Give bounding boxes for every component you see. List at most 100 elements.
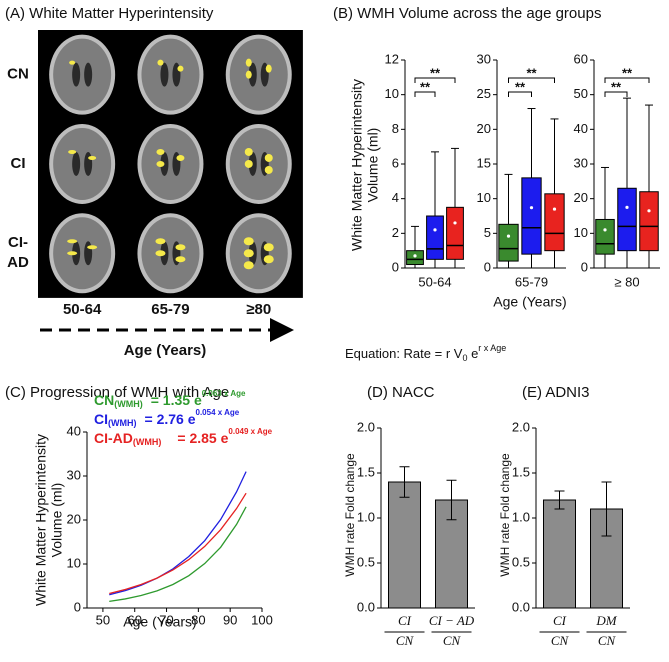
y-tick-label: 0.5	[512, 554, 530, 569]
box	[639, 191, 659, 252]
box	[446, 206, 464, 260]
wmh-lesion	[156, 160, 165, 167]
mri-brain	[53, 217, 112, 290]
significance-label: **	[622, 65, 633, 80]
equation-part: (WMH)	[133, 437, 162, 447]
y-tick-label: 0.0	[357, 599, 375, 614]
y-axis-label: WMH rate Fold change	[343, 453, 357, 577]
equation: Equation: Rate = r V0 er x Age	[345, 343, 506, 363]
equation-annotation: CI-AD(WMH) = 2.85 e0.049 x Age	[94, 427, 273, 447]
significance-label: **	[420, 79, 431, 94]
box	[617, 187, 637, 252]
y-tick-label: 0	[74, 599, 81, 614]
wmh-lesion	[157, 59, 164, 66]
y-tick-label: 10	[385, 86, 399, 101]
wmh-lesion	[263, 255, 274, 264]
mean	[529, 206, 534, 210]
mri-brain	[141, 217, 200, 290]
y-tick-label: 25	[477, 86, 491, 101]
box	[544, 193, 565, 252]
equation-annotation: CN(WMH) = 1.35 e0.063 x Age	[94, 389, 246, 409]
wmh-lesion	[264, 153, 273, 162]
equation-part: 0.049 x Age	[228, 427, 272, 436]
mri-ventricle	[84, 151, 93, 176]
equation-part: CN	[94, 392, 114, 408]
x-tick-denominator: CN	[443, 633, 462, 648]
panel-title: (C) Progression of WMH with Age	[5, 384, 229, 401]
y-tick-label: 20	[477, 121, 491, 136]
x-tick-numerator: CI	[398, 613, 412, 628]
equation-part: (WMH)	[114, 399, 143, 409]
y-tick-label: 1.5	[357, 464, 375, 479]
error-bar	[554, 490, 565, 510]
mri-ventricle	[160, 62, 169, 87]
y-axis-label: WMH rate Fold change	[498, 453, 512, 577]
significance-label: **	[430, 65, 441, 80]
y-tick-label: 0	[484, 259, 491, 274]
y-tick-label: 20	[574, 190, 588, 205]
y-tick-label: 8	[392, 121, 399, 136]
significance-bracket	[414, 77, 456, 83]
mri-ventricle	[248, 62, 257, 87]
wmh-lesion	[244, 147, 253, 156]
mri-ventricle	[84, 241, 93, 266]
row-label: CI-	[8, 234, 28, 251]
row-label: AD	[7, 254, 29, 271]
column-label: 50-64	[63, 301, 102, 318]
y-tick-label: 10	[477, 190, 491, 205]
box	[498, 223, 519, 262]
wmh-lesion	[177, 65, 184, 72]
error-bar	[446, 479, 457, 521]
x-tick-label: 90	[223, 612, 237, 627]
panel-title: (B) WMH Volume across the age groups	[333, 5, 601, 22]
mean	[552, 207, 557, 211]
wmh-lesion	[87, 245, 98, 250]
y-tick-label: 20	[67, 511, 81, 526]
y-axis-label: Volume (ml)	[49, 483, 65, 558]
mean	[413, 254, 417, 258]
mri-ventricle	[72, 62, 81, 87]
equation-text: Equation: Rate = r V	[345, 346, 463, 361]
error-bar	[601, 481, 612, 537]
wmh-lesion	[155, 238, 166, 245]
wmh-lesion	[67, 251, 78, 256]
panel-title: (A) White Matter Hyperintensity	[5, 5, 214, 22]
y-tick-label: 0.5	[357, 554, 375, 569]
y-tick-label: 12	[385, 51, 399, 66]
equation-part: = 2.76 e	[145, 411, 196, 427]
significance-label: **	[611, 79, 622, 94]
mri-brain	[229, 127, 288, 200]
y-tick-label: 2	[392, 225, 399, 240]
y-tick-label: 60	[574, 51, 588, 66]
y-tick-label: 6	[392, 155, 399, 170]
wmh-lesion	[175, 244, 186, 251]
wmh-lesion	[88, 155, 97, 160]
equation-annotation: CI(WMH) = 2.76 e0.054 x Age	[94, 408, 240, 428]
wmh-lesion	[68, 149, 77, 154]
wmh-lesion	[243, 249, 254, 258]
wmh-lesion	[69, 60, 76, 65]
mri-brain	[53, 127, 112, 200]
x-tick-label: 70	[159, 612, 173, 627]
y-tick-label: 2.0	[512, 419, 530, 434]
x-tick-label: 50	[96, 612, 110, 627]
y-tick-label: 40	[67, 423, 81, 438]
wmh-lesion	[264, 165, 273, 174]
x-tick-label: ≥ 80	[614, 274, 639, 289]
equation-sup: r x Age	[478, 343, 506, 353]
x-tick-label: 100	[251, 612, 273, 627]
mean	[506, 234, 511, 238]
mean	[647, 209, 651, 213]
y-tick-label: 5	[484, 225, 491, 240]
significance-label: **	[515, 79, 526, 94]
y-tick-label: 10	[67, 555, 81, 570]
x-tick-numerator: DM	[595, 613, 617, 628]
box	[406, 250, 424, 266]
axis-label: Age (Years)	[124, 342, 207, 359]
significance-bracket	[604, 77, 650, 83]
y-axis-label: White Matter Hyperintensity	[349, 79, 365, 251]
wmh-lesion	[243, 237, 254, 246]
series-line	[109, 471, 247, 596]
x-axis-label: Age (Years)	[123, 614, 196, 630]
